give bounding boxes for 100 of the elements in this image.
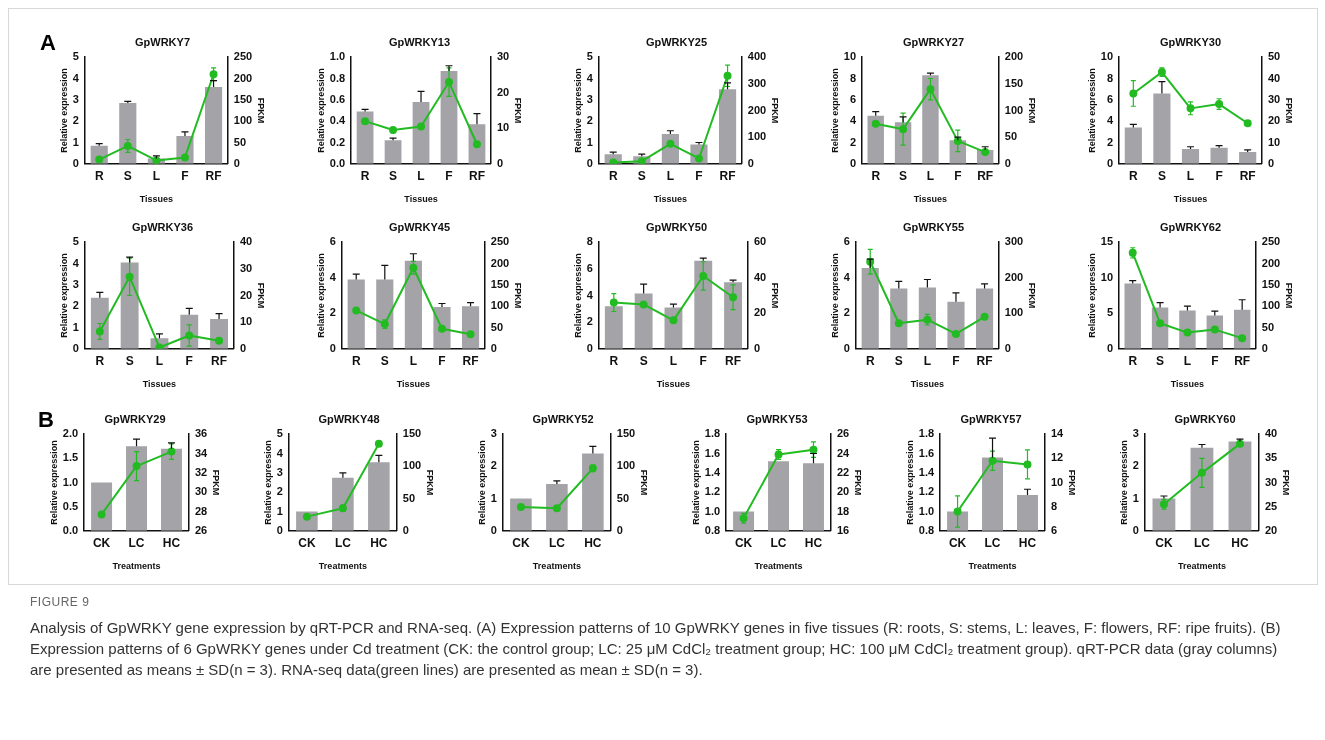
y-tick-label: 0: [490, 523, 497, 536]
x-tick-label: CK: [512, 536, 530, 551]
y-axis-title: Relative expression: [1086, 253, 1097, 338]
y-axis-title: Relative expression: [315, 68, 326, 153]
y2-tick-label: 50: [616, 491, 630, 504]
x-tick-label: S: [639, 354, 648, 369]
y2-tick-label: 150: [402, 427, 422, 440]
y-tick-label: 6: [1106, 92, 1114, 105]
y2-tick-label: 28: [194, 504, 208, 517]
y2-tick-label: 100: [233, 114, 253, 127]
chart-title: GpWRKY60: [1174, 412, 1236, 425]
y-tick-label: 0: [1132, 523, 1139, 536]
y-tick-label: 3: [72, 277, 79, 290]
x-tick-label: RF: [205, 169, 222, 184]
y2-axis-title: FPKM: [513, 282, 524, 309]
y-tick-label: 2: [586, 114, 593, 127]
x-tick-label: S: [637, 169, 646, 184]
y-tick-label: 0: [276, 523, 283, 536]
x-tick-label: R: [1128, 354, 1138, 369]
y2-axis-title: FPKM: [1284, 282, 1295, 309]
y2-tick-label: 10: [239, 315, 253, 328]
y-tick-label: 5: [586, 50, 593, 63]
x-axis-title: Treatments: [112, 561, 161, 572]
y-tick-label: 3: [72, 92, 79, 105]
x-axis-title: Treatments: [968, 561, 1017, 572]
y2-tick-label: 10: [1267, 135, 1281, 148]
y2-tick-label: 0: [1004, 156, 1011, 169]
y2-tick-label: 0: [239, 341, 247, 354]
y-tick-label: 0: [72, 156, 79, 169]
y-tick-label: 4: [849, 114, 857, 127]
y-tick-label: 6: [586, 261, 593, 274]
y-tick-label: 0: [843, 341, 850, 354]
y-tick-label: 5: [72, 235, 79, 248]
y2-axis-title: FPKM: [770, 97, 781, 124]
y-tick-label: 4: [1106, 114, 1114, 127]
chart-title: GpWRKY55: [902, 220, 965, 233]
y-axis-title: Relative expression: [829, 68, 840, 153]
y-tick-label: 15: [1100, 235, 1114, 248]
y-tick-label: 5: [1106, 306, 1114, 319]
y-tick-label: 1: [72, 135, 79, 148]
y-tick-label: 2.0: [62, 427, 79, 440]
x-tick-label: RF: [1239, 169, 1256, 184]
x-tick-label: S: [899, 169, 908, 184]
x-tick-label: R: [871, 169, 881, 184]
x-tick-label: R: [351, 354, 361, 369]
x-tick-label: R: [95, 354, 105, 369]
x-tick-label: CK: [734, 536, 753, 551]
y-tick-label: 1.8: [704, 427, 721, 440]
chart-title: GpWRKY27: [902, 35, 965, 48]
y-tick-label: 4: [586, 288, 594, 301]
x-tick-label: RF: [1234, 354, 1251, 369]
y2-tick-label: 200: [233, 71, 253, 84]
y2-tick-label: 50: [490, 320, 504, 333]
x-tick-label: LC: [128, 536, 145, 551]
x-tick-label: HC: [162, 536, 181, 551]
x-axis-title: Tissues: [139, 194, 174, 205]
y-tick-label: 6: [849, 92, 857, 105]
y-tick-label: 1.0: [62, 475, 79, 488]
y2-axis-title: FPKM: [1284, 97, 1295, 124]
x-axis-title: Tissues: [653, 194, 688, 205]
x-axis-title: Treatments: [1177, 561, 1226, 572]
x-axis-title: Tissues: [142, 379, 177, 390]
y-tick-label: 0.8: [329, 71, 346, 84]
x-tick-label: F: [954, 169, 962, 184]
y-tick-label: 0.5: [62, 499, 79, 512]
y-tick-label: 10: [843, 50, 857, 63]
x-tick-label: L: [666, 169, 675, 184]
x-tick-label: CK: [948, 536, 967, 551]
y-tick-label: 1: [490, 491, 497, 504]
chart-title: GpWRKY50: [645, 220, 708, 233]
y2-tick-label: 50: [402, 491, 416, 504]
y2-tick-label: 150: [616, 427, 636, 440]
y-tick-label: 2: [1132, 459, 1139, 472]
y2-tick-label: 100: [1004, 306, 1024, 319]
x-tick-label: F: [185, 354, 193, 369]
y2-tick-label: 0: [1004, 341, 1011, 354]
y-tick-label: 1.0: [329, 50, 346, 63]
x-tick-label: F: [445, 169, 453, 184]
y2-tick-label: 0: [1261, 341, 1268, 354]
y-tick-label: 3: [490, 427, 497, 440]
x-tick-label: R: [360, 169, 370, 184]
y2-tick-label: 40: [1267, 71, 1281, 84]
y-tick-label: 1: [72, 320, 79, 333]
x-tick-label: HC: [1018, 536, 1037, 551]
chart-title: GpWRKY36: [131, 220, 194, 233]
y2-tick-label: 20: [1264, 523, 1278, 536]
y-tick-label: 0: [849, 156, 857, 169]
y2-tick-label: 100: [402, 459, 422, 472]
y2-tick-label: 50: [1004, 130, 1018, 143]
y-tick-label: 0: [586, 341, 593, 354]
y-tick-label: 3: [586, 92, 593, 105]
y2-tick-label: 150: [1261, 277, 1281, 290]
chart-title: GpWRKY45: [388, 220, 451, 233]
y-axis-title: Relative expression: [58, 253, 69, 338]
y-tick-label: 3: [1132, 427, 1139, 440]
x-tick-label: LC: [984, 536, 1001, 551]
y2-tick-label: 22: [836, 465, 850, 478]
y-axis-title: Relative expression: [572, 68, 583, 153]
y-tick-label: 8: [586, 235, 593, 248]
y2-tick-label: 30: [496, 50, 510, 63]
